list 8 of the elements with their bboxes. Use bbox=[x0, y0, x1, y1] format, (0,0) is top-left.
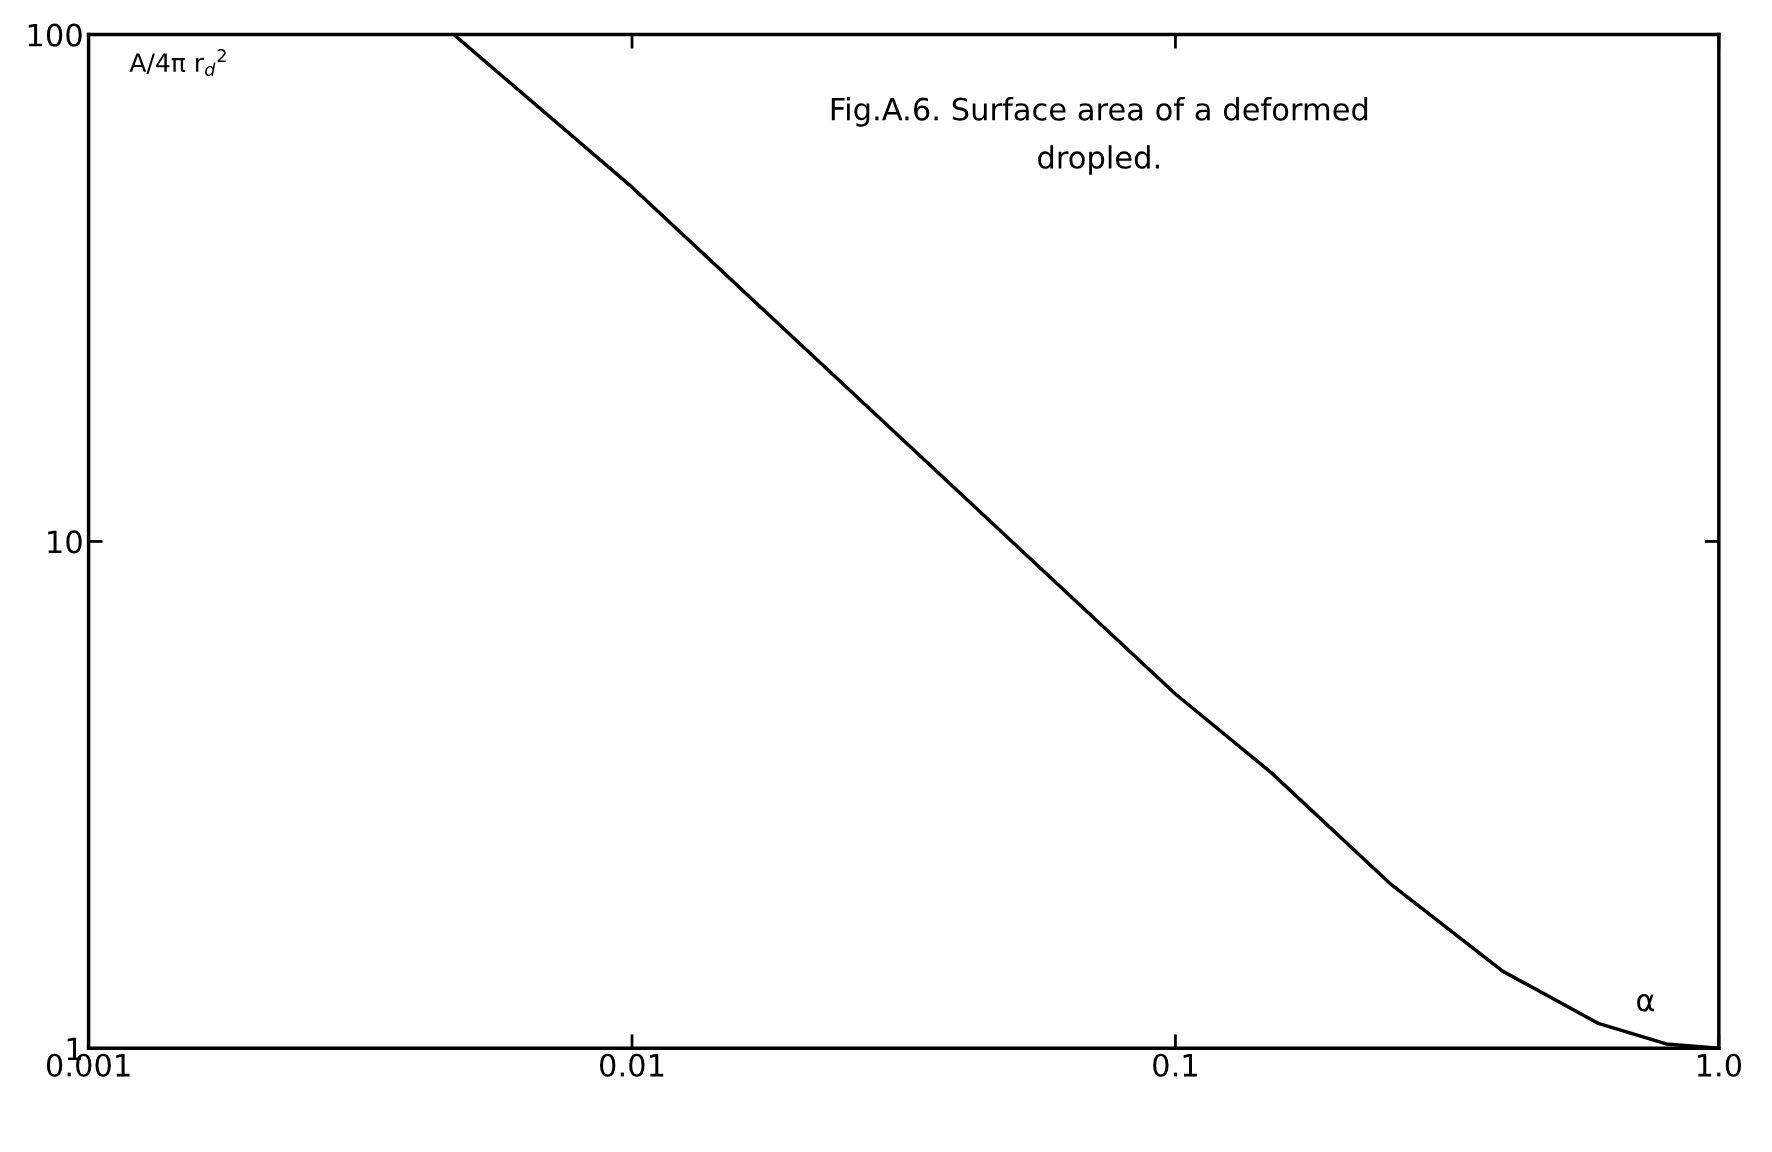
y-tick-label: 100 bbox=[28, 23, 82, 47]
x-tick-label: 1.0 bbox=[1697, 1053, 1742, 1077]
text: Fig.A.6. Surface area of a deformed dropled. bbox=[831, 97, 1368, 175]
y-axis-title: A/4π r$_{d}$$^{2}$ bbox=[129, 49, 226, 76]
x-tick-label: 0.01 bbox=[600, 1053, 664, 1077]
x-tick-label: 0.1 bbox=[1153, 1053, 1197, 1077]
x-axis-title: α bbox=[1637, 994, 1655, 1012]
y-tick-label: 10 bbox=[48, 530, 82, 554]
